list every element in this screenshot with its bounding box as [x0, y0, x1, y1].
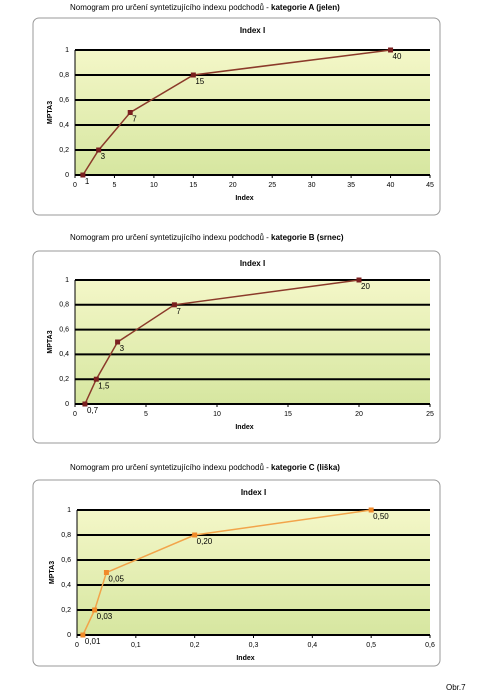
x-tick-label: 5	[112, 182, 116, 189]
caption-text: Nomogram pro určení syntetizujícího inde…	[70, 233, 269, 242]
caption: Nomogram pro určení syntetizujícího inde…	[70, 463, 340, 472]
y-tick-label: 0	[65, 401, 69, 408]
data-label: 0,50	[373, 512, 389, 521]
data-point	[388, 47, 394, 53]
data-point	[368, 507, 374, 513]
chart-title: Index I	[240, 26, 265, 35]
chart-title: Index I	[240, 259, 265, 268]
y-tick-label: 0,4	[61, 582, 71, 589]
data-label: 3	[120, 344, 125, 353]
x-tick-label: 0	[73, 411, 77, 418]
y-tick-label: 0,8	[59, 72, 69, 79]
x-axis-label: Index	[236, 655, 254, 662]
y-axis-label: MPTA3	[47, 330, 54, 353]
x-tick-label: 15	[189, 182, 197, 189]
y-tick-label: 0,6	[61, 557, 71, 564]
caption-category: kategorie A (jelen)	[271, 3, 340, 12]
x-tick-label: 15	[284, 411, 292, 418]
x-tick-label: 0,4	[307, 642, 317, 649]
data-label: 7	[132, 115, 137, 124]
y-axis-label: MPTA3	[49, 561, 56, 584]
caption-category: kategorie C (liška)	[271, 463, 340, 472]
x-tick-label: 25	[426, 411, 434, 418]
data-point	[92, 607, 98, 613]
data-label: 15	[195, 77, 204, 86]
plot-area	[77, 510, 430, 635]
y-tick-label: 0	[67, 632, 71, 639]
y-tick-label: 1	[65, 47, 69, 54]
y-tick-label: 0,2	[59, 376, 69, 383]
data-point	[80, 632, 86, 638]
data-label: 40	[393, 52, 402, 61]
y-tick-label: 0,4	[59, 122, 69, 129]
y-tick-label: 1	[65, 277, 69, 284]
x-tick-label: 45	[426, 182, 434, 189]
caption-text: Nomogram pro určení syntetizujícího inde…	[70, 3, 269, 12]
y-tick-label: 0	[65, 172, 69, 179]
x-tick-label: 10	[213, 411, 221, 418]
data-point	[115, 339, 121, 345]
x-tick-label: 0,5	[366, 642, 376, 649]
caption: Nomogram pro určení syntetizujícího inde…	[70, 3, 340, 12]
x-tick-label: 25	[268, 182, 276, 189]
x-tick-label: 0,6	[425, 642, 435, 649]
x-tick-label: 0,2	[190, 642, 200, 649]
x-tick-label: 5	[144, 411, 148, 418]
plot-area	[75, 280, 430, 404]
y-tick-label: 0,8	[59, 302, 69, 309]
data-point	[103, 570, 109, 575]
data-point	[96, 147, 102, 153]
y-tick-label: 0,2	[59, 147, 69, 154]
data-point	[190, 72, 196, 78]
x-axis-label: Index	[235, 195, 253, 202]
data-label: 3	[101, 152, 106, 161]
caption: Nomogram pro určení syntetizujícího inde…	[70, 233, 344, 242]
data-label: 7	[176, 307, 181, 316]
data-label: 1	[85, 177, 90, 186]
y-tick-label: 0,4	[59, 351, 69, 358]
data-point	[127, 110, 133, 115]
data-point	[356, 277, 362, 283]
x-tick-label: 0,3	[249, 642, 259, 649]
chart-title: Index I	[241, 488, 266, 497]
data-point	[93, 376, 99, 382]
x-tick-label: 35	[347, 182, 355, 189]
x-tick-label: 40	[387, 182, 395, 189]
x-tick-label: 30	[308, 182, 316, 189]
data-label: 0,05	[108, 575, 124, 584]
caption-category: kategorie B (srnec)	[271, 233, 344, 242]
y-tick-label: 0,6	[59, 97, 69, 104]
y-tick-label: 0,2	[61, 607, 71, 614]
x-tick-label: 0,1	[131, 642, 141, 649]
x-tick-label: 20	[355, 411, 363, 418]
y-tick-label: 0,8	[61, 532, 71, 539]
y-tick-label: 0,6	[59, 326, 69, 333]
data-label: 0,01	[85, 637, 101, 646]
x-tick-label: 10	[150, 182, 158, 189]
data-label: 0,7	[87, 406, 99, 415]
x-tick-label: 20	[229, 182, 237, 189]
plot-area	[75, 50, 430, 175]
data-point	[82, 401, 88, 407]
data-point	[192, 532, 198, 538]
data-point	[80, 172, 86, 178]
data-label: 20	[361, 282, 370, 291]
x-axis-label: Index	[235, 424, 253, 431]
x-tick-label: 0	[73, 182, 77, 189]
data-label: 0,20	[197, 537, 213, 546]
figure-label: Obr.7	[446, 683, 466, 692]
data-point	[171, 302, 177, 308]
y-tick-label: 1	[67, 507, 71, 514]
caption-text: Nomogram pro určení syntetizujícího inde…	[70, 463, 269, 472]
y-axis-label: MPTA3	[47, 101, 54, 124]
x-tick-label: 0	[75, 642, 79, 649]
data-label: 0,03	[97, 612, 113, 621]
data-label: 1,5	[98, 381, 110, 390]
